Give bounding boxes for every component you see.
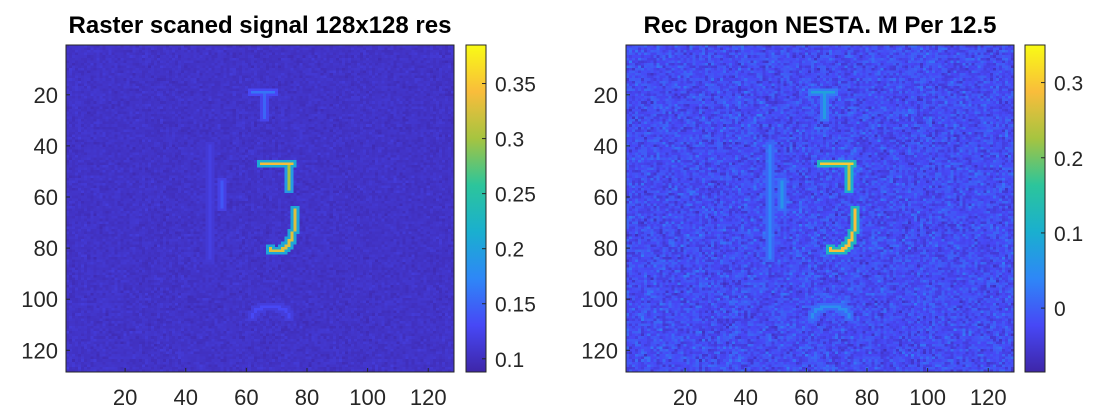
colorbar-tick-label: 0 (1054, 298, 1066, 321)
left-colorbar: 0.1 0.15 0.2 0.25 0.3 0.35 (465, 44, 536, 373)
right-heatmap-plot (625, 44, 1015, 373)
left-x-ticks: 20 40 60 80 100 120 (113, 368, 447, 410)
right-colorbar: 0 0.1 0.2 0.3 (1024, 44, 1083, 373)
right-x-ticks: 20 40 60 80 100 120 (673, 368, 1007, 410)
right-heatmap-image (626, 45, 1014, 372)
x-tick-label: 60 (794, 385, 818, 410)
y-tick-label: 20 (594, 83, 618, 108)
x-tick-label: 20 (113, 385, 137, 410)
colorbar-tick-label: 0.35 (495, 74, 536, 97)
left-colorbar-ticks: 0.1 0.15 0.2 0.25 0.3 0.35 (482, 74, 536, 372)
right-plot-frame (625, 44, 1015, 373)
y-tick-label: 40 (594, 134, 618, 159)
y-tick-label: 80 (594, 236, 618, 261)
colorbar-tick-label: 0.1 (495, 349, 524, 372)
x-tick-label: 120 (410, 385, 447, 410)
panel-left: Raster scaned signal 128x128 res 20 40 60 8… (21, 12, 536, 410)
x-tick-label: 20 (673, 385, 697, 410)
colorbar-tick-label: 0.3 (495, 129, 524, 152)
x-tick-label: 80 (855, 385, 879, 410)
left-plot-frame (65, 44, 455, 373)
y-tick-label: 120 (581, 338, 618, 363)
y-tick-label: 100 (581, 287, 618, 312)
right-chart-title: Rec Dragon NESTA. M Per 12.5 (644, 12, 997, 39)
right-colorbar-ticks: 0 0.1 0.2 0.3 (1041, 73, 1083, 321)
left-colorbar-gradient (465, 44, 487, 373)
colorbar-tick-label: 0.1 (1054, 223, 1083, 246)
y-tick-label: 120 (21, 338, 58, 363)
left-heatmap-image (66, 45, 454, 372)
y-tick-label: 100 (21, 287, 58, 312)
panel-right: Rec Dragon NESTA. M Per 12.5 20 40 60 80 100… (581, 12, 1083, 410)
y-tick-label: 60 (594, 185, 618, 210)
x-tick-label: 100 (909, 385, 946, 410)
right-y-ticks: 20 40 60 80 100 120 (581, 83, 630, 363)
colorbar-tick-label: 0.25 (495, 184, 536, 207)
colorbar-tick-label: 0.2 (495, 239, 524, 262)
x-tick-label: 40 (173, 385, 197, 410)
y-tick-label: 20 (34, 83, 58, 108)
left-chart-title: Raster scaned signal 128x128 res (69, 12, 452, 39)
y-tick-label: 40 (34, 134, 58, 159)
x-tick-label: 60 (234, 385, 258, 410)
colorbar-tick-label: 0.15 (495, 294, 536, 317)
colorbar-tick-label: 0.3 (1054, 73, 1083, 96)
left-heatmap-plot (65, 44, 455, 373)
x-tick-label: 40 (733, 385, 757, 410)
y-tick-label: 60 (34, 185, 58, 210)
x-tick-label: 120 (970, 385, 1007, 410)
right-colorbar-gradient (1024, 44, 1046, 373)
x-tick-label: 100 (349, 385, 386, 410)
x-tick-label: 80 (295, 385, 319, 410)
left-y-ticks: 20 40 60 80 100 120 (21, 83, 70, 363)
y-tick-label: 80 (34, 236, 58, 261)
colorbar-tick-label: 0.2 (1054, 148, 1083, 171)
